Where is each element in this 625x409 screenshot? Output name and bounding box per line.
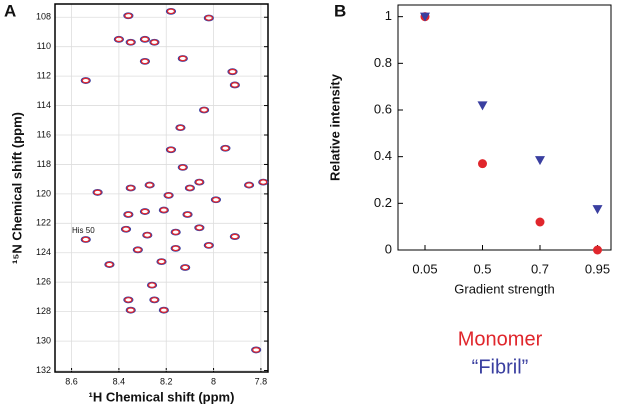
point (535, 217, 545, 227)
peak (230, 233, 239, 240)
peak (126, 39, 135, 46)
x-tick-label: 8 (211, 376, 216, 386)
peak (195, 179, 204, 185)
peak (124, 211, 133, 218)
peak (93, 189, 102, 196)
peak (176, 124, 185, 131)
peak (124, 12, 133, 19)
y-tick-label: 1 (385, 8, 392, 23)
point (420, 12, 430, 22)
peak (221, 145, 230, 152)
peak (195, 224, 204, 231)
peak (171, 229, 180, 235)
peak (81, 236, 90, 243)
y-tick-label: 130 (36, 335, 51, 345)
peak (259, 179, 268, 185)
x-tick-label: 0.5 (473, 261, 491, 276)
peak (140, 58, 150, 65)
point (478, 159, 487, 169)
peak (124, 297, 133, 303)
x-tick-label: 0.7 (531, 261, 549, 276)
peak (145, 182, 154, 188)
peak (159, 207, 168, 213)
y-tick-label: 0.6 (374, 101, 392, 116)
x-tick-label: 0.05 (412, 261, 437, 276)
x-axis-title: Gradient strength (454, 281, 554, 296)
plot-frame (397, 4, 612, 251)
peak (244, 182, 254, 188)
point (477, 101, 488, 111)
panel-label: B (334, 1, 346, 20)
peak (204, 15, 213, 21)
peak (105, 261, 114, 268)
y-tick-label: 120 (36, 188, 51, 198)
peak (121, 226, 131, 233)
x-tick-label: 8.4 (113, 376, 126, 386)
y-tick-label: 0 (385, 241, 392, 256)
plot-frame (54, 3, 269, 373)
point (593, 245, 602, 255)
panel-label: A (4, 1, 16, 20)
peak (126, 307, 135, 313)
x-tick-label: 0.95 (585, 261, 610, 276)
y-tick-label: 128 (36, 306, 51, 316)
y-tick-label: 110 (37, 41, 51, 51)
peak (140, 36, 150, 43)
x-tick-label: 8.6 (65, 376, 78, 386)
peak (143, 232, 152, 238)
y-tick-label: 122 (36, 218, 51, 228)
y-axis-title: Relative intensity (327, 73, 342, 181)
peak (81, 77, 90, 84)
peak (228, 68, 237, 75)
point (535, 156, 545, 166)
peak (150, 297, 159, 303)
peak (140, 208, 150, 215)
peak (133, 247, 142, 253)
peak (178, 55, 187, 62)
y-tick-label: 0.8 (374, 55, 392, 70)
y-tick-label: 118 (37, 159, 51, 169)
y-tick-label: 124 (36, 247, 51, 257)
y-tick-label: 112 (37, 71, 51, 81)
y-tick-label: 0.2 (374, 195, 392, 210)
peak (157, 258, 166, 265)
peak (181, 264, 190, 271)
peak (252, 347, 261, 353)
point (592, 205, 603, 215)
peak (164, 192, 173, 199)
peak (150, 39, 159, 46)
x-axis-title: ¹H Chemical shift (ppm) (89, 389, 235, 404)
legend-label: “Fibril” (472, 356, 529, 378)
peak (200, 107, 209, 113)
peak (159, 307, 168, 313)
peak (126, 185, 135, 191)
y-tick-label: 114 (37, 100, 51, 110)
y-tick-label: 126 (36, 277, 51, 287)
annotation: His 50 (72, 226, 95, 235)
peak (185, 185, 194, 191)
x-tick-label: 7.8 (255, 376, 268, 386)
peak (183, 211, 192, 218)
peak (166, 146, 176, 153)
peak (114, 36, 124, 43)
y-tick-label: 108 (36, 12, 51, 22)
peak (211, 196, 221, 203)
peak (178, 164, 187, 171)
legend-label: Monomer (458, 328, 543, 350)
peak (204, 242, 213, 249)
y-axis-title: ¹⁵N Chemical shift (ppm) (9, 112, 24, 264)
peak (166, 8, 176, 15)
peak (171, 245, 180, 252)
y-tick-label: 116 (37, 129, 51, 139)
y-tick-label: 132 (36, 365, 51, 375)
x-tick-label: 8.2 (160, 376, 173, 386)
y-tick-label: 0.4 (374, 148, 392, 163)
peak (147, 282, 157, 288)
peak (230, 82, 239, 88)
